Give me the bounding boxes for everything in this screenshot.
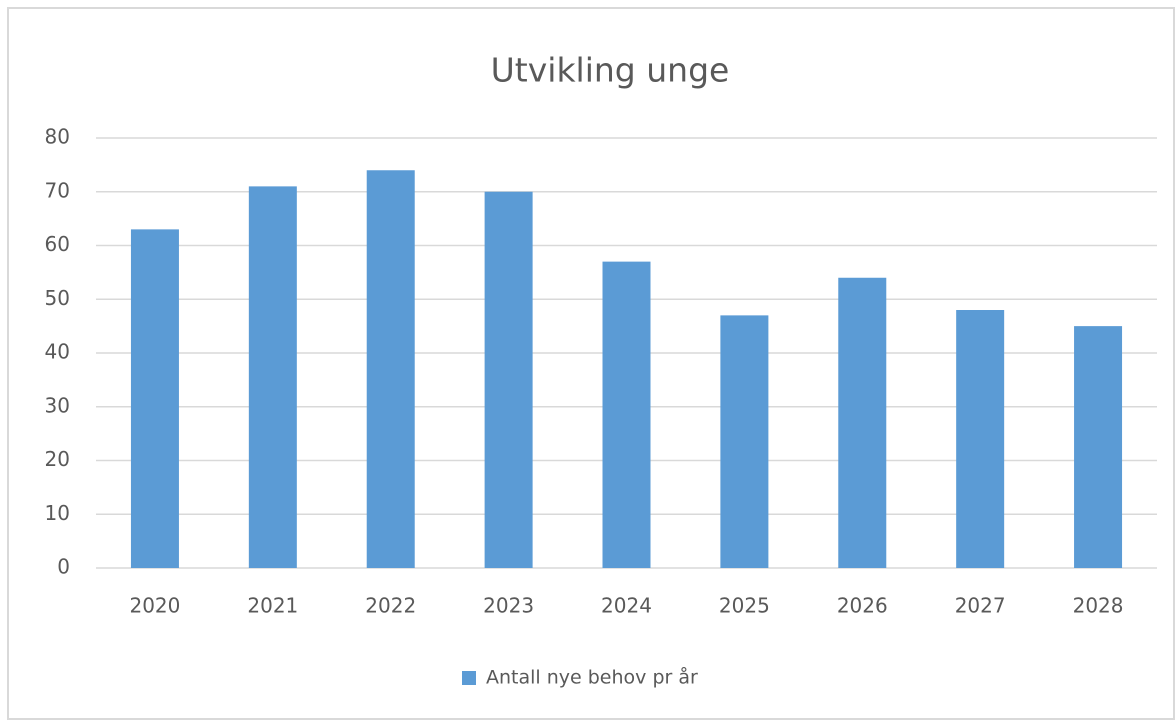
x-tick-label: 2028 <box>1073 594 1124 618</box>
y-tick-label: 60 <box>45 232 70 256</box>
y-tick-label: 20 <box>45 447 70 471</box>
x-tick-label: 2022 <box>365 594 416 618</box>
x-tick-label: 2020 <box>129 594 180 618</box>
y-tick-label: 50 <box>45 286 70 310</box>
x-tick-label: 2026 <box>837 594 888 618</box>
bar <box>130 229 179 568</box>
bar <box>720 315 769 568</box>
legend-swatch <box>462 671 476 685</box>
bar <box>1074 326 1123 568</box>
y-tick-label: 10 <box>45 501 70 525</box>
y-tick-label: 0 <box>57 555 70 579</box>
y-tick-label: 70 <box>45 178 70 202</box>
bar <box>838 277 887 568</box>
bar <box>956 310 1005 568</box>
chart-title: Utvikling unge <box>491 51 730 90</box>
bar <box>248 186 297 568</box>
y-tick-label: 40 <box>45 340 70 364</box>
y-tick-label: 80 <box>45 125 70 149</box>
bar <box>484 191 533 568</box>
bar <box>602 261 651 568</box>
bar <box>366 170 415 568</box>
x-tick-label: 2021 <box>247 594 298 618</box>
y-tick-label: 30 <box>45 393 70 417</box>
x-tick-label: 2024 <box>601 594 652 618</box>
x-tick-label: 2023 <box>483 594 534 618</box>
x-tick-label: 2025 <box>719 594 770 618</box>
legend-label: Antall nye behov pr år <box>486 666 698 689</box>
x-tick-label: 2027 <box>955 594 1006 618</box>
